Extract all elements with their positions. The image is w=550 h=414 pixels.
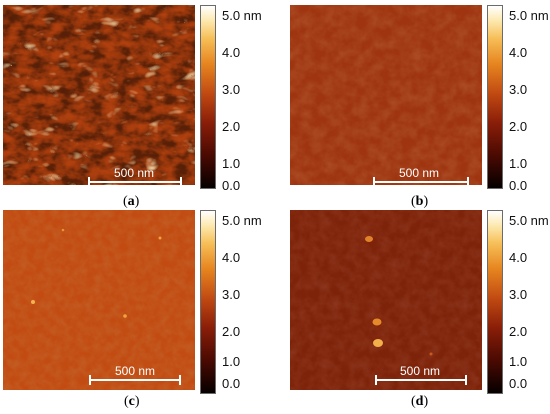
scale-text-b: 500 nm [399, 166, 440, 180]
colorbar-a-tick-5: 5.0 nm [222, 8, 262, 23]
colorbar-c-tick-0: 0.0 [222, 376, 241, 391]
colorbar-b-tick-3: 3.0 [509, 82, 528, 97]
afm-image-d [290, 210, 482, 390]
colorbar-c-tick-1: 1.0 [222, 354, 241, 369]
colorbar-a-tick-0: 0.0 [222, 178, 241, 193]
afm-image-a [3, 5, 195, 185]
scale-bar-c [89, 375, 181, 385]
afm-image-b [290, 5, 482, 185]
colorbar-d-tick-4: 4.0 [509, 250, 528, 265]
colorbar-c-tick-2: 2.0 [222, 324, 241, 339]
scale-bar-d [375, 375, 467, 385]
colorbar-b-tick-1: 1.0 [509, 156, 528, 171]
scale-text-d: 500 nm [400, 364, 441, 378]
colorbar-b-tick-2: 2.0 [509, 119, 528, 134]
panel-label-a: (a) [123, 194, 140, 209]
scale-text-a: 500 nm [114, 166, 155, 180]
colorbar-d-tick-1: 1.0 [509, 354, 528, 369]
panel-label-c: (c) [124, 394, 140, 409]
panel-label-b: (b) [411, 194, 429, 209]
afm-image-c [3, 210, 195, 390]
colorbar-c [200, 210, 216, 394]
colorbar-b [487, 5, 503, 189]
panel-label-d: (d) [411, 394, 429, 409]
colorbar-a [200, 5, 216, 189]
colorbar-d-tick-5: 5.0 nm [509, 213, 549, 228]
colorbar-a-tick-2: 2.0 [222, 119, 241, 134]
scale-bar-b [373, 177, 469, 187]
colorbar-a-tick-4: 4.0 [222, 45, 241, 60]
colorbar-d-tick-3: 3.0 [509, 287, 528, 302]
colorbar-c-tick-4: 4.0 [222, 250, 241, 265]
colorbar-b-tick-5: 5.0 nm [509, 8, 549, 23]
colorbar-c-tick-5: 5.0 nm [222, 213, 262, 228]
colorbar-a-tick-1: 1.0 [222, 156, 241, 171]
colorbar-c-tick-3: 3.0 [222, 287, 241, 302]
colorbar-d-tick-0: 0.0 [509, 376, 528, 391]
colorbar-b-tick-0: 0.0 [509, 178, 528, 193]
colorbar-a-tick-3: 3.0 [222, 82, 241, 97]
colorbar-b-tick-4: 4.0 [509, 45, 528, 60]
scale-bar-a [88, 177, 182, 187]
scale-text-c: 500 nm [115, 364, 156, 378]
colorbar-d [487, 210, 503, 394]
colorbar-d-tick-2: 2.0 [509, 324, 528, 339]
